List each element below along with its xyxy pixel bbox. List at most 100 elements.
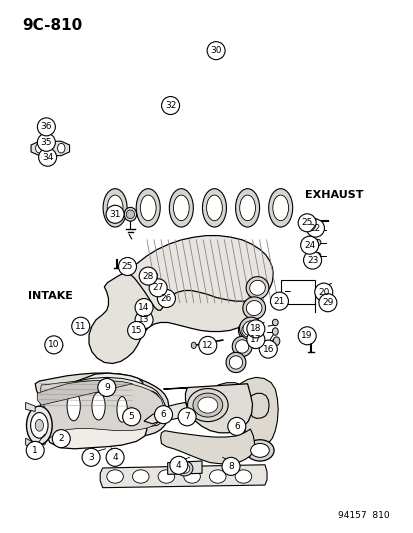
Ellipse shape [132, 470, 149, 483]
Ellipse shape [250, 443, 268, 457]
Circle shape [198, 336, 216, 354]
Text: 94157  810: 94157 810 [337, 511, 389, 520]
Polygon shape [33, 373, 169, 447]
Text: 30: 30 [210, 46, 221, 55]
Ellipse shape [229, 356, 242, 369]
Circle shape [318, 294, 336, 312]
Ellipse shape [202, 189, 226, 227]
Ellipse shape [268, 189, 292, 227]
Circle shape [52, 430, 70, 448]
Polygon shape [26, 438, 35, 449]
Circle shape [82, 448, 100, 466]
Text: 7: 7 [184, 413, 190, 421]
Ellipse shape [209, 470, 225, 483]
Polygon shape [37, 381, 132, 405]
Circle shape [26, 441, 44, 459]
Ellipse shape [245, 440, 273, 461]
Circle shape [314, 283, 332, 301]
Ellipse shape [158, 470, 174, 483]
Ellipse shape [35, 419, 43, 431]
Circle shape [71, 317, 90, 335]
Ellipse shape [92, 392, 105, 420]
Circle shape [297, 327, 316, 345]
Ellipse shape [45, 149, 50, 155]
Ellipse shape [314, 253, 320, 259]
Text: 1: 1 [32, 446, 38, 455]
Ellipse shape [116, 397, 127, 422]
Circle shape [161, 96, 179, 115]
Polygon shape [240, 377, 278, 448]
Ellipse shape [183, 470, 200, 483]
Text: 6: 6 [233, 422, 239, 431]
Ellipse shape [246, 277, 268, 299]
Circle shape [45, 336, 63, 354]
Text: 15: 15 [131, 326, 142, 335]
Polygon shape [47, 377, 166, 426]
Ellipse shape [191, 342, 196, 349]
Circle shape [306, 219, 324, 237]
Ellipse shape [206, 195, 222, 221]
Ellipse shape [314, 239, 320, 246]
Ellipse shape [179, 464, 189, 473]
Polygon shape [147, 273, 157, 281]
Text: 27: 27 [152, 284, 164, 292]
Circle shape [106, 448, 124, 466]
Text: 19: 19 [301, 332, 312, 340]
Text: 36: 36 [40, 123, 52, 131]
Circle shape [37, 118, 55, 136]
Ellipse shape [197, 397, 217, 413]
Text: 21: 21 [273, 297, 285, 305]
Circle shape [221, 457, 240, 475]
Text: 16: 16 [262, 345, 273, 353]
Ellipse shape [246, 301, 261, 316]
Circle shape [178, 408, 196, 426]
Circle shape [118, 257, 136, 276]
Text: 26: 26 [160, 294, 172, 303]
Text: ━━: ━━ [283, 289, 290, 295]
Polygon shape [163, 384, 252, 433]
Text: 20: 20 [317, 288, 329, 296]
Text: 3: 3 [88, 453, 94, 462]
Ellipse shape [272, 195, 288, 221]
Circle shape [37, 133, 55, 151]
Polygon shape [128, 236, 273, 310]
Polygon shape [26, 402, 35, 411]
Text: 22: 22 [309, 224, 320, 232]
Ellipse shape [140, 195, 156, 221]
Ellipse shape [249, 280, 265, 295]
Ellipse shape [107, 470, 123, 483]
Ellipse shape [31, 413, 48, 438]
Circle shape [259, 340, 277, 358]
Ellipse shape [57, 143, 65, 153]
Circle shape [149, 279, 167, 297]
Circle shape [246, 330, 264, 349]
Circle shape [139, 267, 157, 285]
Text: 24: 24 [303, 241, 315, 249]
Polygon shape [167, 461, 202, 474]
Circle shape [270, 292, 288, 310]
Ellipse shape [242, 321, 258, 336]
Polygon shape [144, 402, 193, 424]
Circle shape [127, 321, 145, 340]
Text: 8: 8 [228, 462, 233, 471]
Polygon shape [31, 141, 69, 156]
Ellipse shape [242, 297, 265, 319]
Circle shape [303, 251, 321, 269]
Ellipse shape [176, 461, 192, 476]
Ellipse shape [272, 328, 278, 335]
Ellipse shape [235, 470, 251, 483]
Polygon shape [40, 381, 163, 445]
Text: 12: 12 [202, 341, 213, 350]
Text: 2: 2 [58, 434, 64, 443]
Text: 17: 17 [249, 335, 261, 344]
Ellipse shape [235, 340, 248, 353]
Polygon shape [45, 373, 147, 449]
Ellipse shape [187, 389, 228, 422]
Ellipse shape [124, 207, 136, 221]
Polygon shape [100, 465, 266, 488]
Ellipse shape [139, 308, 144, 313]
Text: 4: 4 [112, 453, 118, 462]
Ellipse shape [138, 327, 143, 332]
Circle shape [38, 148, 57, 166]
Ellipse shape [241, 324, 254, 337]
